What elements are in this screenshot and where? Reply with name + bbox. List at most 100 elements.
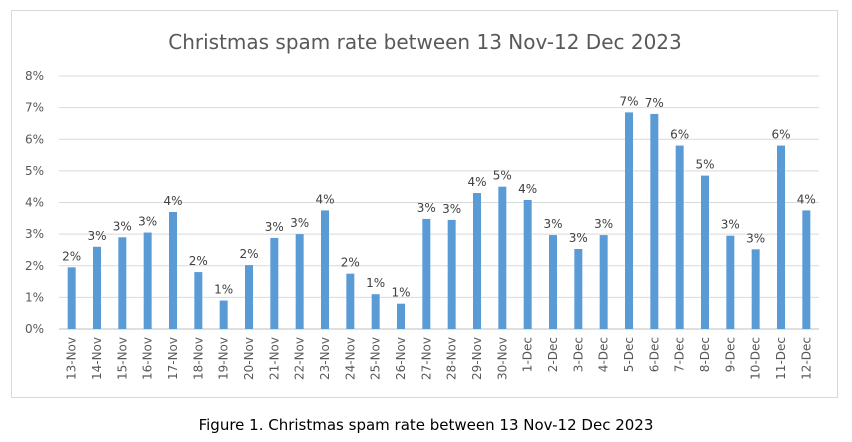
bar bbox=[574, 248, 583, 329]
bar bbox=[194, 272, 203, 329]
data-label: 6% bbox=[670, 128, 689, 142]
data-label: 3% bbox=[417, 201, 436, 215]
bar bbox=[701, 175, 709, 329]
data-label: 3% bbox=[746, 231, 765, 245]
data-label: 1% bbox=[366, 276, 385, 290]
data-label: 5% bbox=[695, 158, 714, 172]
y-tick-label: 3% bbox=[25, 227, 44, 241]
data-labels: 2% 3% 3% 3% 4% 2% 1% 2% 3% 3% 4% 2% 1% 1% 3% 3% 4% 5% 4% 3%… bbox=[62, 94, 816, 299]
data-label: 4% bbox=[467, 175, 486, 189]
bar bbox=[650, 113, 659, 329]
x-tick-label: 26-Nov bbox=[394, 337, 408, 380]
x-tick-label: 4-Dec bbox=[597, 337, 611, 372]
data-label: 3% bbox=[442, 202, 461, 216]
data-label: 4% bbox=[518, 182, 537, 196]
x-tick-label: 16-Nov bbox=[141, 337, 155, 380]
x-tick-label: 28-Nov bbox=[445, 337, 459, 380]
data-label: 5% bbox=[493, 169, 512, 183]
data-label: 2% bbox=[341, 256, 360, 270]
x-tick-label: 3-Dec bbox=[571, 337, 585, 372]
x-tick-label: 27-Nov bbox=[419, 337, 433, 380]
figure-caption: Figure 1. Christmas spam rate between 13… bbox=[198, 416, 654, 434]
bar bbox=[371, 294, 380, 329]
bar bbox=[422, 218, 431, 329]
bar bbox=[751, 249, 760, 329]
data-label: 1% bbox=[391, 286, 410, 300]
bar bbox=[93, 246, 101, 329]
bar-chart: Christmas spam rate between 13 Nov-12 De… bbox=[25, 30, 819, 380]
data-label: 3% bbox=[138, 215, 157, 229]
x-tick-label: 22-Nov bbox=[293, 337, 307, 380]
chart-title: Christmas spam rate between 13 Nov-12 De… bbox=[168, 30, 682, 54]
y-tick-label: 0% bbox=[25, 322, 44, 336]
bar bbox=[777, 145, 785, 329]
x-tick-label: 11-Dec bbox=[774, 337, 788, 380]
x-tick-label: 29-Nov bbox=[470, 337, 484, 380]
bar bbox=[473, 193, 481, 329]
y-tick-label: 2% bbox=[25, 259, 44, 273]
bar bbox=[67, 267, 76, 329]
x-tick-label: 30-Nov bbox=[495, 337, 509, 380]
bar bbox=[498, 186, 507, 329]
x-tick-label: 21-Nov bbox=[267, 337, 281, 380]
x-tick-label: 13-Nov bbox=[65, 337, 79, 380]
x-tick-label: 12-Dec bbox=[799, 337, 813, 380]
bar bbox=[321, 210, 329, 329]
x-tick-label: 15-Nov bbox=[115, 337, 129, 380]
x-axis-ticks: 13-Nov 14-Nov 15-Nov 16-Nov 17-Nov 18-Nov 19-N… bbox=[65, 337, 814, 380]
data-label: 2% bbox=[62, 249, 81, 263]
bars bbox=[67, 112, 811, 330]
bar bbox=[245, 265, 253, 329]
bar bbox=[549, 235, 557, 329]
y-tick-label: 1% bbox=[25, 290, 44, 304]
bar bbox=[523, 199, 532, 329]
x-tick-label: 1-Dec bbox=[521, 337, 535, 372]
bar bbox=[447, 219, 456, 329]
x-tick-label: 18-Nov bbox=[191, 337, 205, 380]
bar bbox=[675, 145, 684, 329]
gridlines bbox=[59, 75, 819, 330]
data-label: 7% bbox=[645, 96, 664, 110]
data-label: 3% bbox=[543, 217, 562, 231]
bar bbox=[599, 235, 608, 329]
x-tick-label: 6-Dec bbox=[647, 337, 661, 372]
bar bbox=[118, 237, 127, 329]
x-tick-label: 7-Dec bbox=[673, 337, 687, 372]
bar bbox=[726, 235, 735, 329]
data-label: 4% bbox=[797, 192, 816, 206]
data-label: 3% bbox=[113, 219, 132, 233]
data-label: 3% bbox=[265, 220, 284, 234]
data-label: 3% bbox=[594, 217, 613, 231]
data-label: 7% bbox=[619, 94, 638, 108]
data-label: 4% bbox=[163, 194, 182, 208]
data-label: 3% bbox=[721, 218, 740, 232]
bar bbox=[270, 237, 279, 329]
x-tick-label: 24-Nov bbox=[343, 337, 357, 380]
data-label: 6% bbox=[771, 128, 790, 142]
y-tick-label: 5% bbox=[25, 164, 44, 178]
x-tick-label: 2-Dec bbox=[546, 337, 560, 372]
x-tick-label: 17-Nov bbox=[166, 337, 180, 380]
y-tick-label: 8% bbox=[25, 69, 44, 83]
bar bbox=[143, 232, 152, 329]
data-label: 4% bbox=[315, 192, 334, 206]
x-tick-label: 8-Dec bbox=[698, 337, 712, 372]
y-tick-label: 7% bbox=[25, 101, 44, 115]
bar bbox=[346, 273, 355, 329]
data-label: 3% bbox=[87, 229, 106, 243]
bar bbox=[169, 211, 177, 329]
x-tick-label: 9-Dec bbox=[723, 337, 737, 372]
y-tick-label: 6% bbox=[25, 132, 44, 146]
data-label: 2% bbox=[189, 254, 208, 268]
bar bbox=[625, 112, 633, 330]
bar bbox=[397, 303, 405, 329]
x-tick-label: 19-Nov bbox=[217, 337, 231, 380]
y-tick-label: 4% bbox=[25, 196, 44, 210]
x-tick-label: 25-Nov bbox=[369, 337, 383, 380]
y-axis-ticks: 0% 1% 2% 3% 4% 5% 6% 7% 8% bbox=[25, 69, 44, 336]
bar bbox=[295, 234, 304, 329]
data-label: 2% bbox=[239, 247, 258, 261]
data-label: 1% bbox=[214, 283, 233, 297]
x-tick-label: 14-Nov bbox=[90, 337, 104, 380]
x-tick-label: 23-Nov bbox=[318, 337, 332, 380]
